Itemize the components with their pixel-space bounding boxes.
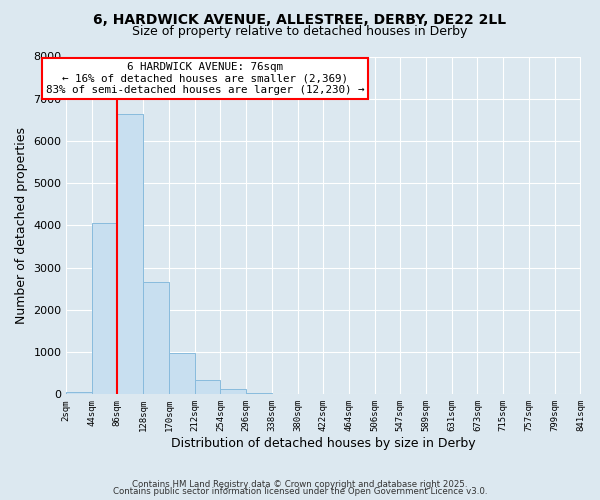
X-axis label: Distribution of detached houses by size in Derby: Distribution of detached houses by size … (171, 437, 475, 450)
Bar (169, 353, 194, 395)
Text: 6, HARDWICK AVENUE, ALLESTREE, DERBY, DE22 2LL: 6, HARDWICK AVENUE, ALLESTREE, DERBY, DE… (94, 12, 506, 26)
Text: 6 HARDWICK AVENUE: 76sqm
← 16% of detached houses are smaller (2,369)
83% of sem: 6 HARDWICK AVENUE: 76sqm ← 16% of detach… (46, 62, 364, 95)
Bar (246, 393, 272, 394)
Bar (66, 392, 92, 394)
Bar (118, 114, 143, 394)
Bar (194, 380, 220, 394)
Bar (220, 390, 246, 394)
Bar (92, 224, 118, 394)
Y-axis label: Number of detached properties: Number of detached properties (15, 127, 28, 324)
Text: Size of property relative to detached houses in Derby: Size of property relative to detached ho… (133, 25, 467, 38)
Text: Contains HM Land Registry data © Crown copyright and database right 2025.: Contains HM Land Registry data © Crown c… (132, 480, 468, 489)
Bar (143, 282, 169, 395)
Text: Contains public sector information licensed under the Open Government Licence v3: Contains public sector information licen… (113, 488, 487, 496)
